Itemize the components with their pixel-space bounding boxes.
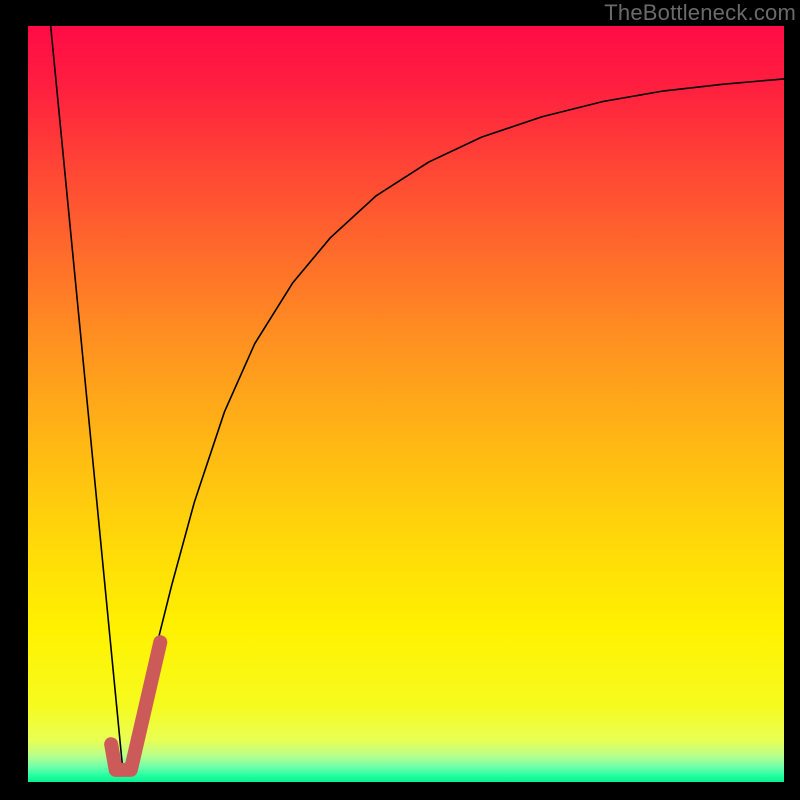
curve-left bbox=[51, 26, 124, 774]
plot-area bbox=[28, 26, 784, 782]
watermark-text: TheBottleneck.com bbox=[604, 0, 796, 26]
curve-right bbox=[128, 79, 784, 771]
curve-layer bbox=[28, 26, 784, 782]
chart-frame: TheBottleneck.com bbox=[0, 0, 800, 800]
j-marker bbox=[111, 642, 160, 770]
